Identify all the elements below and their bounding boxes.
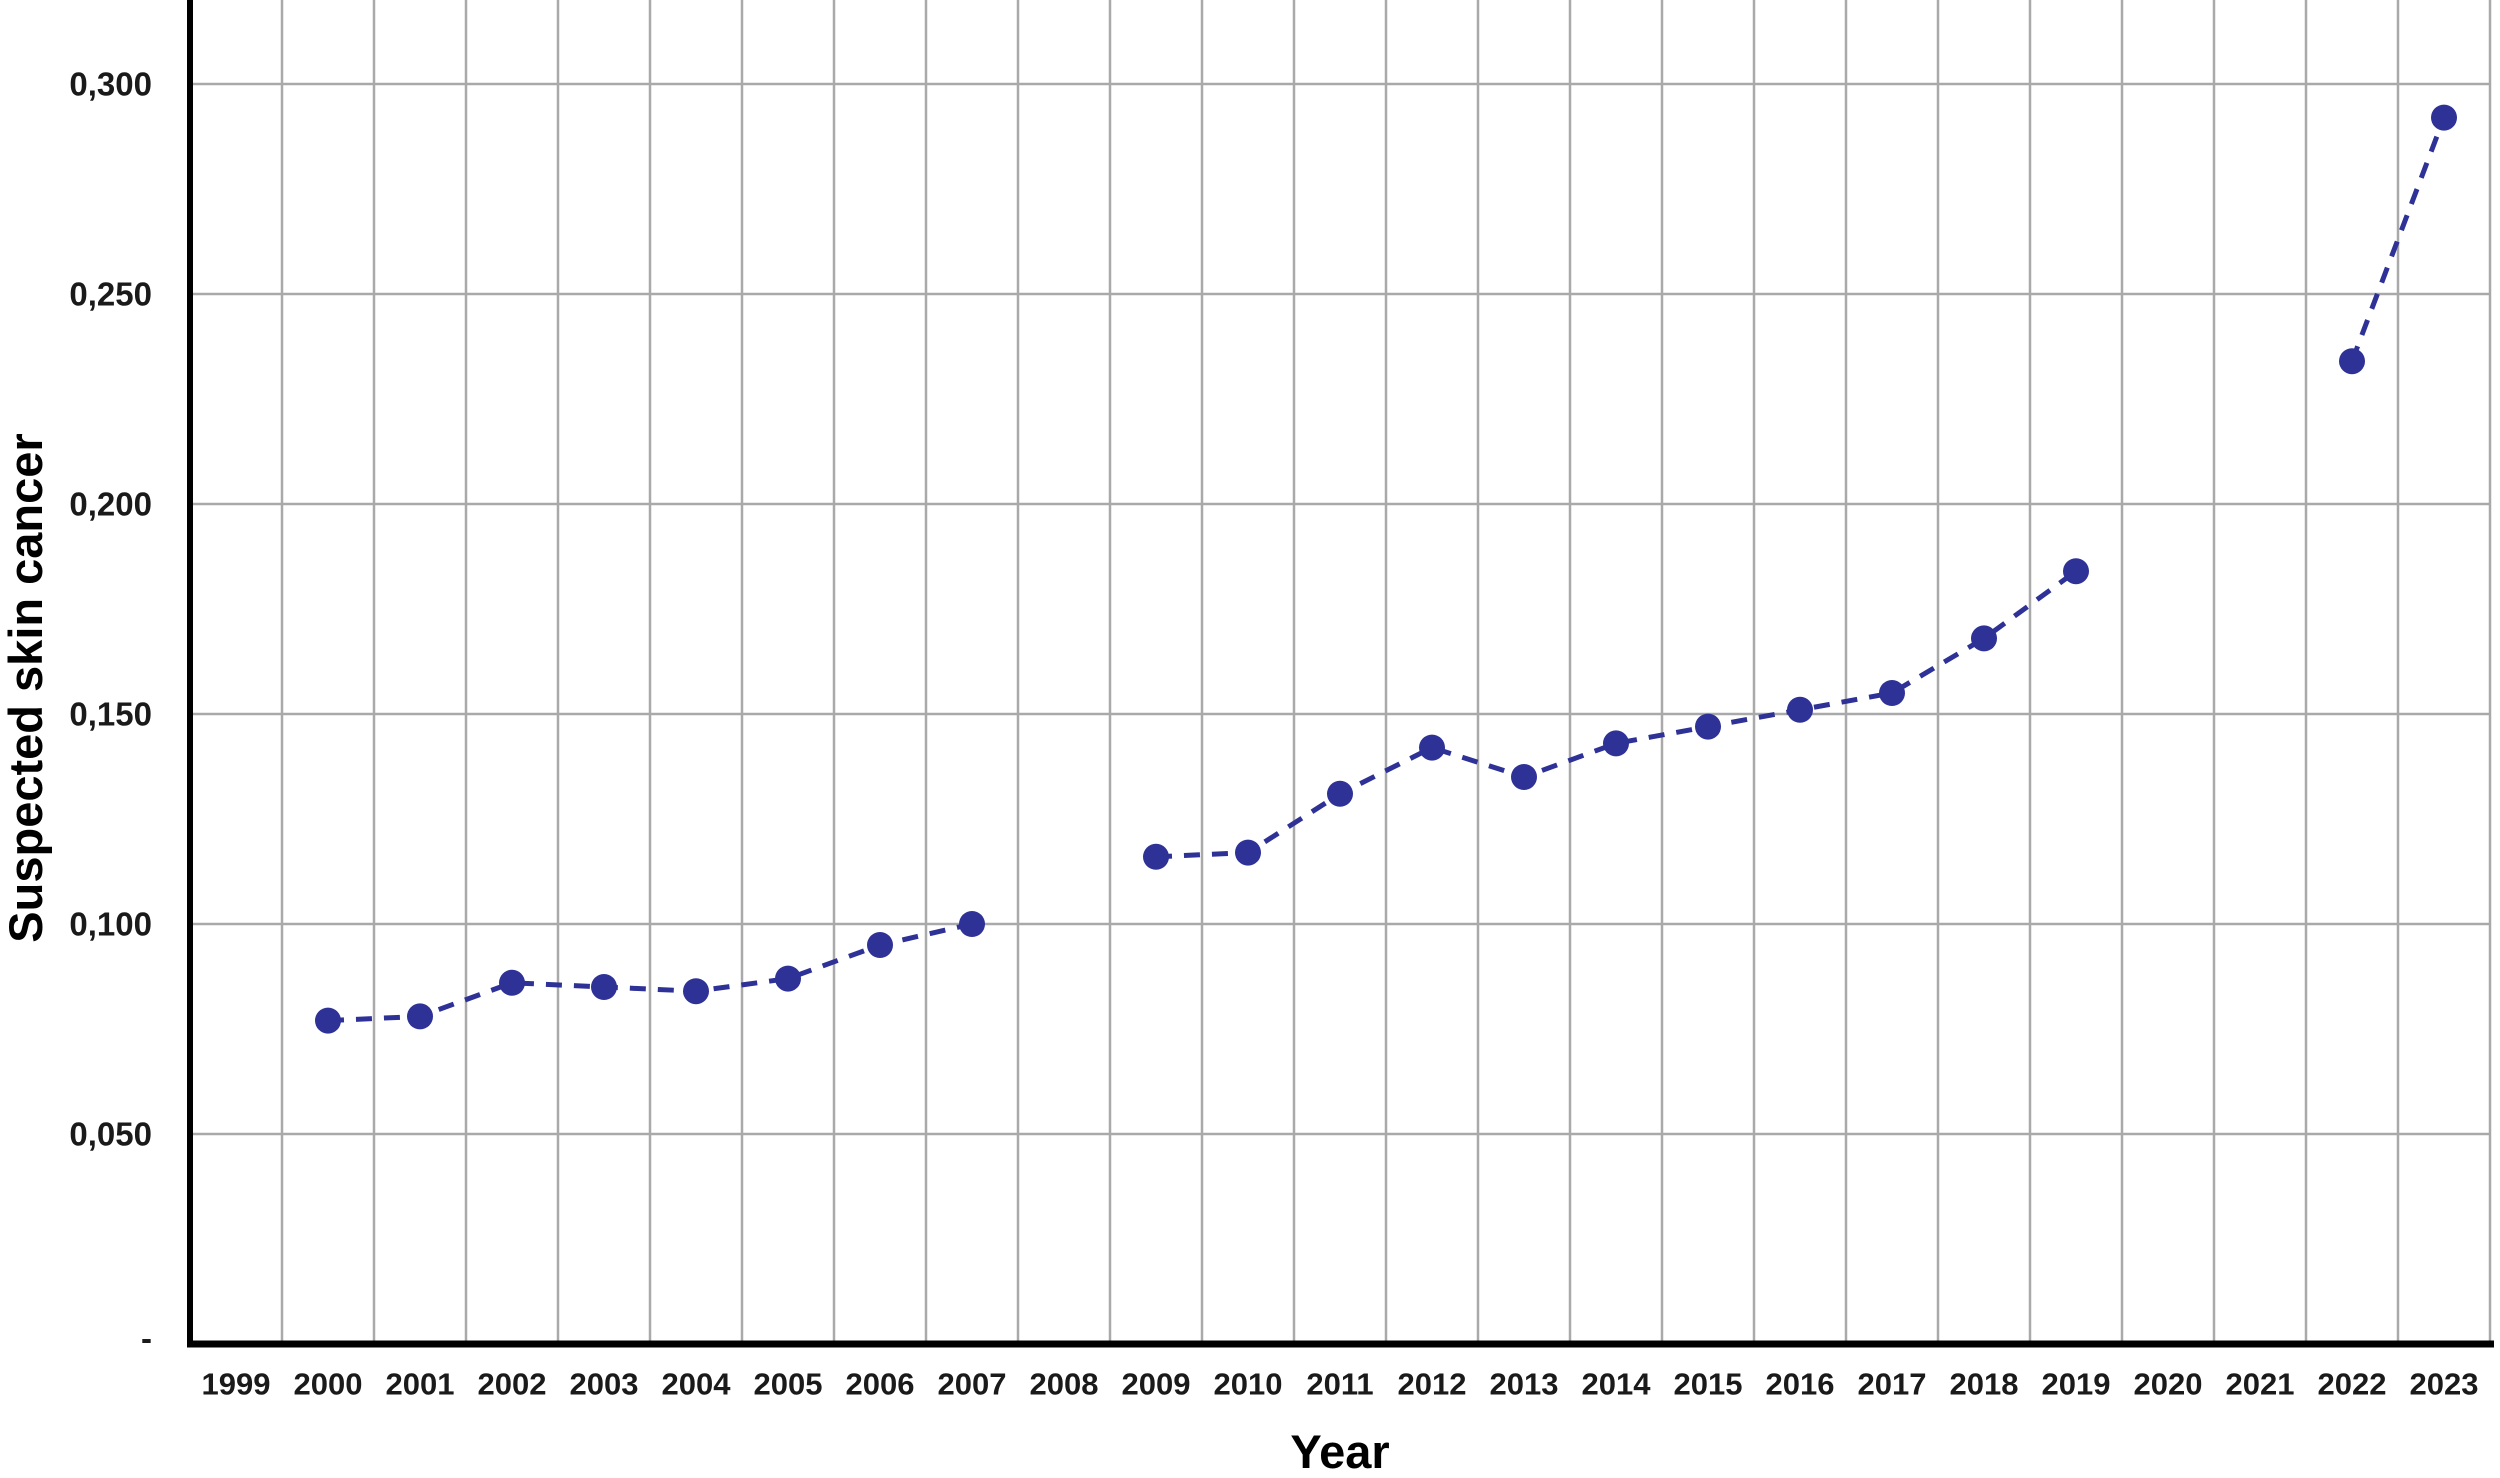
x-tick-label: 2003 (570, 1367, 639, 1402)
x-tick-label: 2006 (846, 1367, 915, 1402)
x-tick-label: 2012 (1398, 1367, 1467, 1402)
x-axis-title: Year (1290, 1425, 1389, 1478)
x-tick-label: 2000 (294, 1367, 363, 1402)
data-point (315, 1007, 341, 1034)
y-axis-title: Suspected skin cancer (0, 433, 52, 942)
x-tick-label: 2011 (1306, 1367, 1373, 1402)
y-tick-label: 0,050 (69, 1116, 152, 1153)
data-point (591, 974, 617, 1000)
x-tick-label: 2020 (2134, 1367, 2203, 1402)
x-tick-label: 2018 (1950, 1367, 2019, 1402)
series-line (1155, 569, 2078, 860)
y-tick-label: 0,150 (69, 696, 152, 733)
x-tick-label: 2014 (1582, 1367, 1652, 1402)
y-tick-label: 0,100 (69, 906, 152, 943)
data-point (683, 978, 709, 1005)
data-point (499, 969, 525, 996)
y-tick-label: - (141, 1320, 152, 1357)
x-tick-label: 2002 (478, 1367, 547, 1402)
x-tick-label: 2007 (938, 1367, 1007, 1402)
y-tick-label: 0,200 (69, 486, 152, 523)
y-tick-label: 0,300 (69, 66, 152, 103)
data-point (1879, 680, 1905, 706)
data-point (1511, 764, 1537, 790)
x-tick-label: 2010 (1214, 1367, 1283, 1402)
x-tick-label: 2021 (2226, 1367, 2295, 1402)
x-tick-label: 2016 (1766, 1367, 1835, 1402)
x-tick-label: 2001 (386, 1367, 455, 1402)
x-tick-label: 2008 (1030, 1367, 1099, 1402)
data-point (2063, 558, 2089, 585)
data-point (1419, 734, 1445, 761)
data-point (1327, 780, 1353, 807)
x-tick-label: 1999 (202, 1367, 271, 1402)
x-tick-label: 2013 (1490, 1367, 1559, 1402)
data-point (2431, 104, 2457, 131)
data-point (407, 1003, 433, 1030)
data-point (959, 911, 985, 937)
x-tick-label: 2023 (2410, 1367, 2479, 1402)
x-tick-label: 2009 (1122, 1367, 1191, 1402)
axis-layer (187, 0, 2494, 1348)
data-point (1143, 843, 1169, 870)
data-point (1787, 696, 1813, 723)
series-line (2349, 116, 2447, 363)
data-point (1971, 625, 1997, 652)
data-point (775, 965, 801, 992)
y-tick-label: 0,250 (69, 276, 152, 313)
data-point (867, 932, 893, 958)
x-tick-label: 2017 (1858, 1367, 1927, 1402)
x-tick-label: 2004 (662, 1367, 732, 1402)
grid-layer (190, 0, 2492, 1344)
data-point (1695, 713, 1721, 740)
series-layer (315, 104, 2457, 1034)
x-tick-label: 2015 (1674, 1367, 1743, 1402)
data-point (2339, 348, 2365, 375)
tick-label-layer: 0,300 0,250 0,200 0,150 0,100 0,050 - 1999 2000 2… (69, 66, 2478, 1402)
x-tick-label: 2019 (2042, 1367, 2111, 1402)
data-point (1235, 839, 1261, 866)
x-tick-label: 2005 (754, 1367, 823, 1402)
data-point (1603, 730, 1629, 757)
x-tick-label: 2022 (2318, 1367, 2387, 1402)
